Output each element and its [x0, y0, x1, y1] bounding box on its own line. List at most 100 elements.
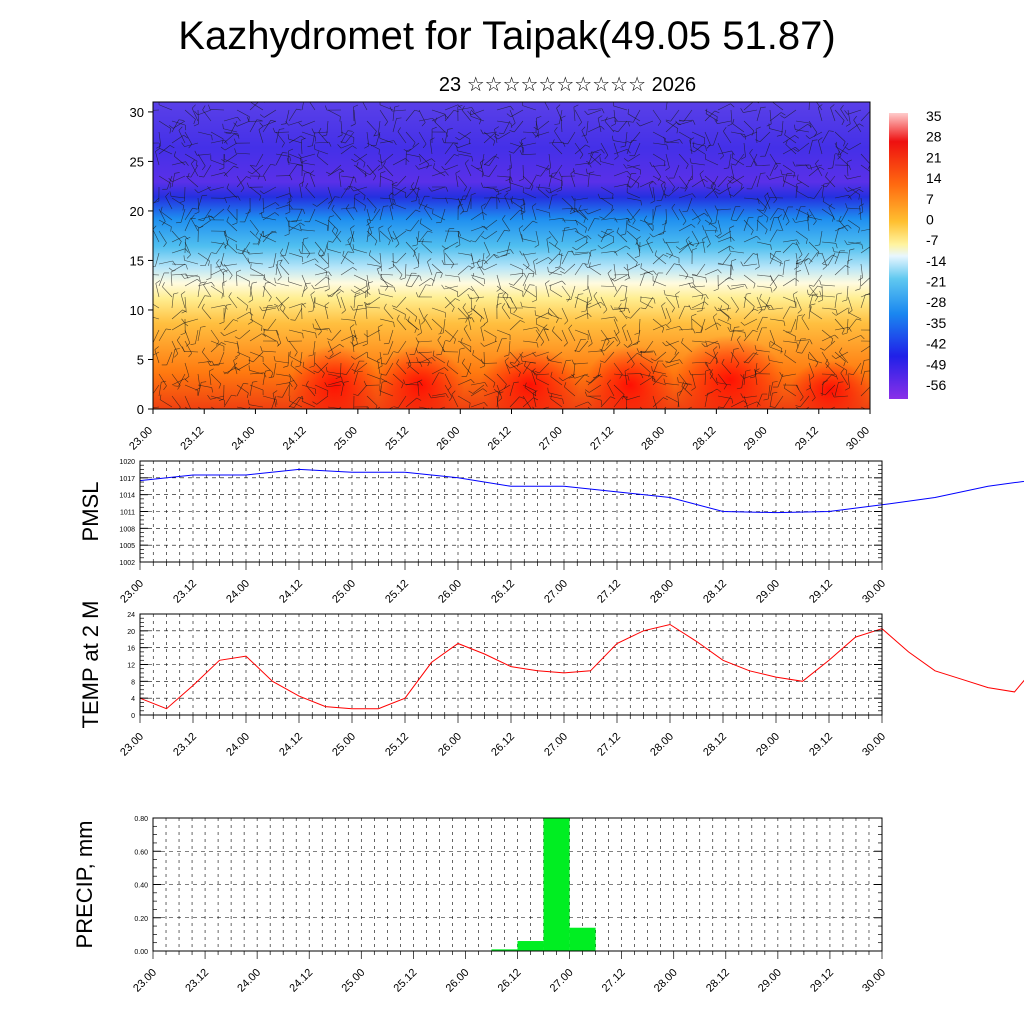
y-tick-label: 1020 [119, 459, 135, 466]
x-tick-label: 24.12 [277, 578, 305, 606]
x-tick-label: 28.00 [648, 578, 676, 606]
x-tick-label: 25.12 [383, 425, 411, 453]
x-tick-label: 29.00 [754, 578, 782, 606]
precip-panel: 0.00 0.20 0.40 0.60 0.80 23.00 23.12 24.00 24.12… [72, 816, 888, 995]
x-tick-label: 29.12 [807, 731, 835, 759]
x-tick-label: 29.12 [793, 425, 821, 453]
colorbar-label: -28 [926, 294, 946, 310]
x-tick-label: 25.00 [332, 425, 360, 453]
y-tick-label: 5 [137, 352, 144, 367]
y-tick-label: 10 [130, 303, 144, 318]
y-tick-label: 0.80 [134, 816, 148, 823]
pmsl-panel: 1002 1005 1008 1011 1014 1017 1020 23.00 23.12 24… [78, 459, 1024, 606]
x-tick-label: 29.00 [742, 425, 770, 453]
x-tick-label: 29.12 [808, 967, 836, 995]
cross-section-y-axis: 0 5 10 15 20 25 30 [130, 105, 153, 417]
colorbar-label: -42 [926, 336, 946, 352]
x-tick-label: 29.00 [754, 731, 782, 759]
x-tick-label: 27.00 [537, 425, 565, 453]
x-tick-label: 27.12 [588, 425, 616, 453]
chart-title: Kazhydromet for Taipak(49.05 51.87) [178, 14, 836, 58]
y-tick-label: 0.40 [134, 883, 148, 890]
y-axis-title: PMSL [78, 482, 103, 542]
x-tick-label: 23.00 [127, 425, 155, 453]
y-tick-label: 24 [127, 612, 135, 619]
x-tick-label: 30.00 [844, 425, 872, 453]
temp-panel: 0 4 8 12 16 20 24 23.00 23.12 24.00 24.12 25.00 25.1… [78, 601, 1024, 759]
y-tick-label: 16 [127, 646, 135, 653]
x-tick-label: 24.00 [224, 578, 252, 606]
y-axis-title: TEMP at 2 M [78, 601, 103, 729]
x-tick-label: 26.12 [489, 578, 517, 606]
colorbar-label: 28 [926, 129, 942, 145]
x-tick-label: 30.00 [860, 967, 888, 995]
x-tick-label: 23.12 [171, 731, 199, 759]
x-tick-label: 25.00 [330, 578, 358, 606]
y-tick-label: 20 [130, 204, 144, 219]
y-tick-label: 0 [137, 402, 144, 417]
colorbar-label: 0 [926, 211, 934, 227]
y-tick-label: 1017 [119, 476, 135, 483]
y-tick-label: 12 [127, 663, 135, 670]
x-tick-label: 27.00 [548, 967, 576, 995]
colorbar: 35 28 21 14 7 0 -7 -14 -21 -28 -35 -42 -49 -56 [889, 108, 946, 399]
colorbar-label: -7 [926, 232, 939, 248]
x-tick-label: 24.12 [287, 967, 315, 995]
cross-section-panel: 0 5 10 15 20 25 30 23.00 23.12 24.00 24.12 25.00 25… [127, 101, 872, 453]
y-tick-label: 8 [131, 679, 135, 686]
y-tick-label: 15 [130, 253, 144, 268]
x-tick-label: 23.12 [183, 967, 211, 995]
x-tick-label: 26.00 [436, 731, 464, 759]
x-tick-label: 27.00 [542, 731, 570, 759]
x-tick-label: 24.00 [224, 731, 252, 759]
colorbar-label: -14 [926, 253, 946, 269]
x-tick-label: 25.00 [339, 967, 367, 995]
y-tick-label: 0.60 [134, 849, 148, 856]
wind-barbs [153, 102, 870, 409]
y-tick-label: 30 [130, 105, 144, 120]
x-tick-label: 25.12 [392, 967, 420, 995]
cross-section-x-axis: 23.00 23.12 24.00 24.12 25.00 25.12 26.00 26.12… [127, 409, 872, 453]
precip-bar [491, 949, 518, 951]
x-tick-label: 27.00 [542, 578, 570, 606]
colorbar-label: -21 [926, 274, 946, 290]
x-tick-label: 27.12 [600, 967, 628, 995]
x-tick-label: 30.00 [860, 578, 888, 606]
x-tick-label: 26.00 [434, 425, 462, 453]
x-tick-label: 24.00 [235, 967, 263, 995]
colorbar-label: 7 [926, 191, 934, 207]
y-tick-label: 0.00 [134, 949, 148, 956]
colorbar-label: -49 [926, 356, 946, 372]
x-tick-label: 26.00 [436, 578, 464, 606]
x-tick-label: 24.12 [281, 425, 309, 453]
x-tick-label: 27.12 [595, 578, 623, 606]
y-tick-label: 1002 [119, 560, 135, 567]
y-tick-label: 20 [127, 629, 135, 636]
y-tick-label: 1008 [119, 526, 135, 533]
colorbar-label: -56 [926, 377, 946, 393]
x-tick-label: 23.00 [131, 967, 159, 995]
x-tick-label: 28.12 [691, 425, 719, 453]
x-tick-label: 29.12 [807, 578, 835, 606]
x-tick-label: 24.12 [277, 731, 305, 759]
x-tick-label: 29.00 [756, 967, 784, 995]
colorbar-labels: 35 28 21 14 7 0 -7 -14 -21 -28 -35 -42 -49 -56 [926, 108, 946, 393]
colorbar-label: 21 [926, 149, 942, 165]
x-tick-label: 30.00 [860, 731, 888, 759]
x-tick-label: 28.12 [701, 731, 729, 759]
x-tick-label: 28.00 [652, 967, 680, 995]
precip-bar [569, 927, 596, 951]
y-tick-label: 0 [131, 713, 135, 720]
y-tick-label: 0.20 [134, 916, 148, 923]
precip-bar [543, 818, 570, 951]
x-tick-label: 23.12 [178, 425, 206, 453]
x-tick-label: 23.12 [171, 578, 199, 606]
x-tick-label: 24.00 [230, 425, 258, 453]
series-line [139, 468, 1024, 514]
x-tick-label: 27.12 [595, 731, 623, 759]
x-tick-label: 28.12 [701, 578, 729, 606]
x-tick-label: 28.00 [639, 425, 667, 453]
x-tick-label: 26.12 [489, 731, 517, 759]
y-tick-label: 1011 [120, 510, 135, 517]
